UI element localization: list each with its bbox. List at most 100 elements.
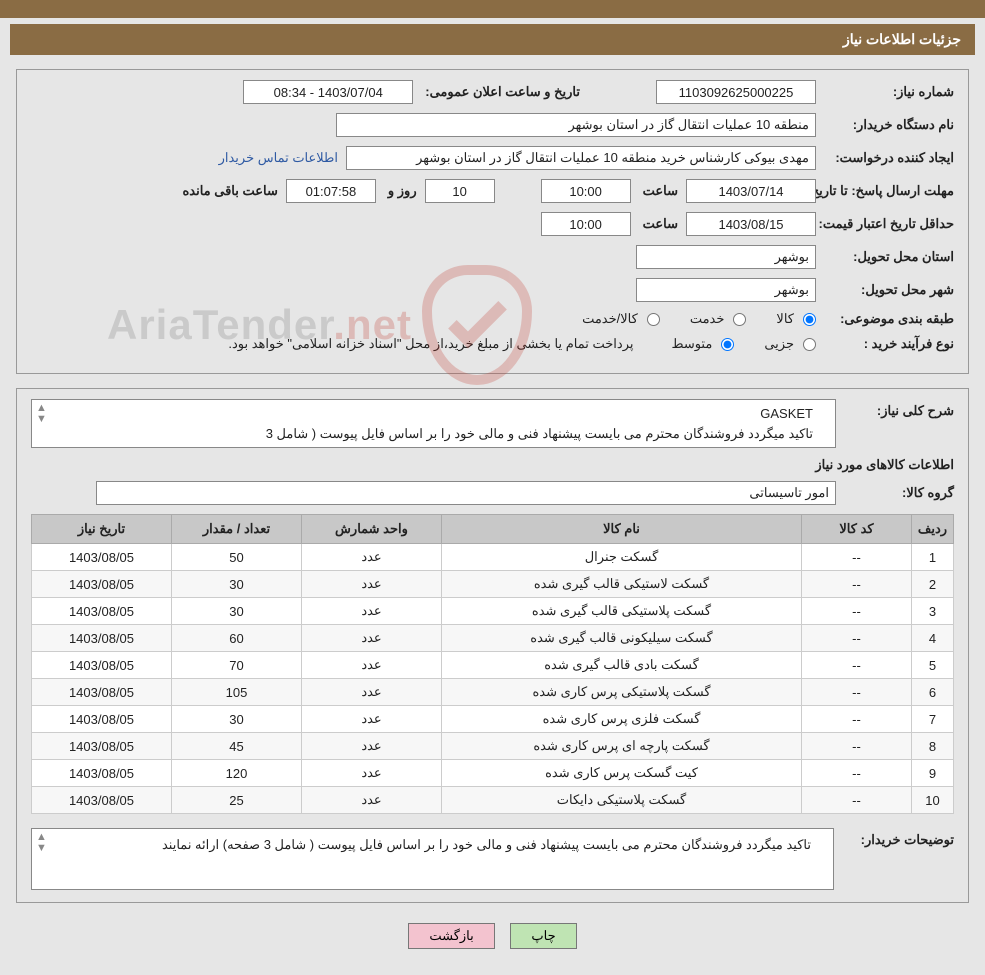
label-time-2: ساعت (639, 216, 678, 232)
value-city: بوشهر (636, 278, 816, 302)
cell-code: -- (802, 598, 912, 625)
cell-unit: عدد (302, 544, 442, 571)
value-time-left: 01:07:58 (286, 179, 376, 203)
cell-date: 1403/08/05 (32, 598, 172, 625)
cell-date: 1403/08/05 (32, 706, 172, 733)
scroll-icon-2[interactable]: ▲▼ (36, 832, 47, 854)
cell-unit: عدد (302, 679, 442, 706)
cell-row: 7 (912, 706, 954, 733)
info-panel: AriaTender.net شماره نیاز: 1103092625000… (16, 69, 969, 374)
radio-medium[interactable] (721, 338, 734, 351)
general-desc-box: ▲▼ GASKET تاکید میگردد فروشندگان محترم م… (31, 399, 836, 448)
table-row: 2--گسکت لاستیکی قالب گیری شدهعدد301403/0… (32, 571, 954, 598)
label-province: استان محل تحویل: (824, 249, 954, 265)
back-button[interactable]: بازگشت (408, 923, 494, 949)
label-requester: ایجاد کننده درخواست: (824, 150, 954, 166)
print-button[interactable]: چاپ (510, 923, 576, 949)
radio-partial[interactable] (803, 338, 816, 351)
cell-unit: عدد (302, 571, 442, 598)
cell-code: -- (802, 679, 912, 706)
label-remaining: ساعت باقی مانده (178, 183, 277, 199)
label-deadline: مهلت ارسال پاسخ: تا تاریخ: (824, 183, 954, 199)
value-requester: مهدی بیوکی کارشناس خرید منطقه 10 عملیات … (346, 146, 816, 170)
label-days-and: روز و (384, 183, 417, 199)
radio-service[interactable] (733, 313, 746, 326)
cell-unit: عدد (302, 625, 442, 652)
radio-goods[interactable] (803, 313, 816, 326)
value-deadline-time: 10:00 (541, 179, 631, 203)
table-row: 8--گسکت پارچه ای پرس کاری شدهعدد451403/0… (32, 733, 954, 760)
cell-row: 4 (912, 625, 954, 652)
cell-row: 3 (912, 598, 954, 625)
cell-name: گسکت لاستیکی قالب گیری شده (442, 571, 802, 598)
cell-code: -- (802, 544, 912, 571)
desc-line1: GASKET (40, 404, 813, 424)
cell-code: -- (802, 706, 912, 733)
cell-row: 9 (912, 760, 954, 787)
items-table: ردیف کد کالا نام کالا واحد شمارش تعداد /… (31, 514, 954, 814)
cell-code: -- (802, 625, 912, 652)
value-buyer-org: منطقه 10 عملیات انتقال گاز در استان بوشه… (336, 113, 816, 137)
table-row: 3--گسکت پلاستیکی قالب گیری شدهعدد301403/… (32, 598, 954, 625)
cell-qty: 30 (172, 706, 302, 733)
label-cat-service: خدمت (690, 311, 725, 327)
table-row: 7--گسکت فلزی پرس کاری شدهعدد301403/08/05 (32, 706, 954, 733)
cell-name: گسکت بادی قالب گیری شده (442, 652, 802, 679)
cell-date: 1403/08/05 (32, 787, 172, 814)
value-deadline-date: 1403/07/14 (686, 179, 816, 203)
table-row: 10--گسکت پلاستیکی دایکاتعدد251403/08/05 (32, 787, 954, 814)
label-city: شهر محل تحویل: (824, 282, 954, 298)
scroll-icon[interactable]: ▲▼ (36, 403, 47, 425)
value-group: امور تاسیساتی (96, 481, 836, 505)
radio-both[interactable] (647, 313, 660, 326)
cell-unit: عدد (302, 706, 442, 733)
buyer-contact-link[interactable]: اطلاعات تماس خریدار (219, 150, 338, 166)
cell-row: 1 (912, 544, 954, 571)
cell-name: گسکت پلاستیکی قالب گیری شده (442, 598, 802, 625)
cell-unit: عدد (302, 652, 442, 679)
items-panel: شرح کلی نیاز: ▲▼ GASKET تاکید میگردد فرو… (16, 388, 969, 903)
cell-unit: عدد (302, 787, 442, 814)
purchase-type-note: پرداخت تمام یا بخشی از مبلغ خرید،از محل … (228, 336, 633, 352)
label-pt-medium: متوسط (671, 336, 712, 352)
value-province: بوشهر (636, 245, 816, 269)
cell-qty: 105 (172, 679, 302, 706)
button-row: چاپ بازگشت (0, 917, 985, 967)
cell-row: 5 (912, 652, 954, 679)
label-buyer-notes: توضیحات خریدار: (844, 828, 954, 848)
table-row: 1--گسکت جنرالعدد501403/08/05 (32, 544, 954, 571)
label-group: گروه کالا: (844, 485, 954, 501)
cell-qty: 60 (172, 625, 302, 652)
cell-date: 1403/08/05 (32, 544, 172, 571)
label-time-1: ساعت (639, 183, 678, 199)
top-accent-bar (0, 0, 985, 18)
table-row: 5--گسکت بادی قالب گیری شدهعدد701403/08/0… (32, 652, 954, 679)
cell-name: گسکت پلاستیکی پرس کاری شده (442, 679, 802, 706)
cell-name: گسکت جنرال (442, 544, 802, 571)
page-title: جزئیات اطلاعات نیاز (10, 24, 975, 55)
label-cat-goods: کالا (776, 311, 794, 327)
th-date: تاریخ نیاز (32, 515, 172, 544)
cell-qty: 45 (172, 733, 302, 760)
cell-code: -- (802, 787, 912, 814)
table-row: 6--گسکت پلاستیکی پرس کاری شدهعدد1051403/… (32, 679, 954, 706)
cell-qty: 30 (172, 571, 302, 598)
cell-qty: 30 (172, 598, 302, 625)
cell-name: گسکت پلاستیکی دایکات (442, 787, 802, 814)
cell-row: 10 (912, 787, 954, 814)
value-price-valid-date: 1403/08/15 (686, 212, 816, 236)
items-info-title: اطلاعات کالاهای مورد نیاز (31, 457, 954, 473)
label-announce: تاریخ و ساعت اعلان عمومی: (421, 84, 580, 100)
cell-qty: 50 (172, 544, 302, 571)
buyer-notes-box: ▲▼ تاکید میگردد فروشندگان محترم می بایست… (31, 828, 834, 890)
th-unit: واحد شمارش (302, 515, 442, 544)
cell-code: -- (802, 571, 912, 598)
cell-date: 1403/08/05 (32, 733, 172, 760)
cell-row: 2 (912, 571, 954, 598)
table-row: 4--گسکت سیلیکونی قالب گیری شدهعدد601403/… (32, 625, 954, 652)
cell-unit: عدد (302, 598, 442, 625)
cell-date: 1403/08/05 (32, 571, 172, 598)
label-pt-partial: جزیی (764, 336, 794, 352)
cell-unit: عدد (302, 760, 442, 787)
value-days-left: 10 (425, 179, 495, 203)
